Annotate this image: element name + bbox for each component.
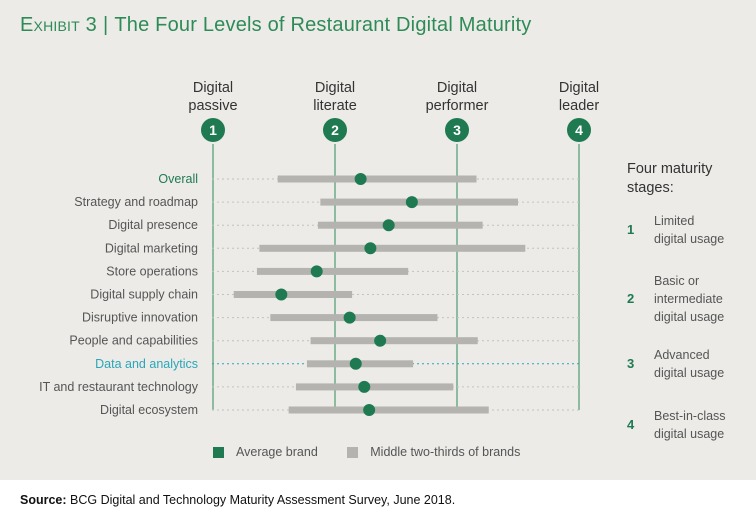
- sidebar-title: Four maturity stages:: [627, 160, 712, 198]
- chart-legend: Average brand Middle two-thirds of brand…: [213, 445, 546, 461]
- range-bar: [233, 291, 353, 298]
- stage-description-line: Best-in-class: [654, 409, 726, 423]
- stage-description-line: digital usage: [654, 427, 725, 441]
- category-label: Store operations: [106, 264, 198, 278]
- range-bar: [317, 221, 483, 229]
- range-bar: [256, 267, 409, 275]
- sidebar-title-line: stages:: [627, 180, 674, 196]
- stage-label-line: leader: [559, 98, 599, 114]
- category-label: Digital presence: [108, 218, 198, 232]
- legend-swatch-green: [213, 446, 224, 458]
- category-label: Data and analytics: [95, 357, 198, 371]
- average-dot: [275, 288, 288, 301]
- stage-badge-2: [323, 118, 347, 142]
- stage-badge-4: [567, 118, 591, 142]
- stage-label-line: Digital: [315, 80, 355, 96]
- stage-description-line: Basic or: [654, 274, 700, 288]
- maturity-chart: Digital passive 1 Digital literate 2 Digital pe…: [39, 80, 599, 417]
- exhibit-number: Exhibit 3: [20, 14, 97, 36]
- stage-number: 3: [627, 356, 635, 371]
- range-bar: [320, 198, 518, 206]
- stage-number: 2: [627, 291, 635, 306]
- average-dot: [358, 380, 371, 393]
- range-bar: [259, 244, 526, 252]
- range-bar: [310, 337, 478, 345]
- category-label: Digital marketing: [105, 241, 198, 255]
- source-label: Source:: [20, 493, 67, 507]
- average-dot: [310, 265, 323, 278]
- stage-number: 4: [627, 417, 635, 432]
- legend-swatch-gray: [347, 446, 359, 458]
- legend-item-average: Average brand: [213, 445, 318, 459]
- exhibit-title-text: The Four Levels of Restaurant Digital Ma…: [114, 14, 532, 36]
- stage-badge-number: 4: [575, 122, 583, 138]
- stage-number: 1: [627, 222, 635, 237]
- stage-label-line: Digital: [559, 80, 599, 96]
- category-label: Digital supply chain: [90, 288, 198, 302]
- category-label: IT and restaurant technology: [39, 380, 199, 394]
- stage-badge-3: [445, 118, 469, 142]
- legend-item-middle: Middle two-thirds of brands: [347, 445, 520, 459]
- stage-badge-number: 2: [331, 122, 339, 138]
- average-dot: [349, 357, 362, 370]
- title-separator: |: [102, 14, 109, 36]
- stage-description-line: digital usage: [654, 232, 725, 246]
- source-note: Source: BCG Digital and Technology Matur…: [20, 493, 455, 507]
- average-dot: [343, 311, 356, 324]
- stage-description-line: Advanced: [654, 348, 710, 362]
- sidebar-title-line: Four maturity: [627, 161, 713, 177]
- range-bar: [288, 406, 489, 414]
- range-bar: [277, 175, 477, 183]
- average-dot: [382, 219, 395, 232]
- stage-description-line: intermediate: [654, 292, 723, 306]
- category-label: Digital ecosystem: [100, 403, 198, 417]
- source-text: BCG Digital and Technology Maturity Asse…: [70, 493, 456, 507]
- stage-label-line: Digital: [193, 80, 233, 96]
- category-label: Overall: [158, 172, 198, 186]
- average-dot: [364, 242, 377, 255]
- average-dot: [354, 173, 367, 185]
- legend-label: Middle two-thirds of brands: [370, 445, 521, 459]
- category-label: Disruptive innovation: [82, 311, 198, 325]
- exhibit-panel: [0, 0, 756, 480]
- stage-badge-number: 3: [453, 122, 461, 138]
- stage-badge-1: [201, 118, 225, 142]
- stage-badge-number: 1: [209, 122, 217, 138]
- legend-label: Average brand: [236, 445, 318, 459]
- category-label: People and capabilities: [69, 334, 198, 348]
- average-dot: [405, 196, 418, 209]
- exhibit-title: Exhibit 3 | The Four Levels of Restaurant …: [20, 14, 532, 37]
- stage-label-line: literate: [313, 98, 357, 114]
- range-bar: [295, 383, 454, 391]
- stage-description-line: Limited: [654, 214, 695, 228]
- stage-label-line: performer: [426, 98, 489, 114]
- average-dot: [374, 334, 387, 347]
- stage-description-line: digital usage: [654, 366, 725, 380]
- stage-label-line: Digital: [437, 80, 477, 96]
- category-label: Strategy and roadmap: [74, 195, 198, 209]
- average-dot: [363, 404, 376, 416]
- stage-description-line: digital usage: [654, 310, 725, 324]
- stage-label-line: passive: [188, 98, 237, 114]
